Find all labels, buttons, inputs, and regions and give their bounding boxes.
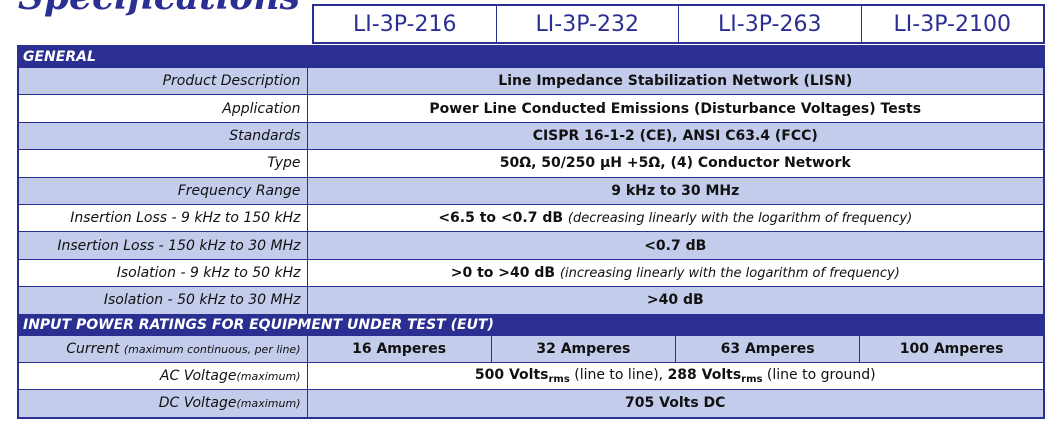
current-value: 16 Amperes xyxy=(306,334,492,363)
spec-value-main: >0 to >40 dB xyxy=(450,264,556,281)
current-value: 32 Amperes xyxy=(490,334,677,363)
rms-subscript: rms xyxy=(548,374,570,386)
spec-row: Current (maximum continuous, per line) 1… xyxy=(17,334,1045,363)
spec-value-note: (increasing linearly with the logarithm … xyxy=(559,265,900,281)
spec-row: AC Voltage(maximum) 500 Voltsrms (line t… xyxy=(17,361,1045,391)
spec-value: <6.5 to <0.7 dB (decreasing linearly wit… xyxy=(306,203,1045,233)
spec-value: 705 Volts DC xyxy=(306,389,1045,419)
spec-label: Application xyxy=(17,94,308,123)
spec-label-main: AC Voltage xyxy=(159,368,237,385)
page-title: Specifications xyxy=(18,0,300,18)
spec-row: Application Power Line Conducted Emissio… xyxy=(17,94,1045,123)
spec-label: Insertion Loss - 9 kHz to 150 kHz xyxy=(17,203,308,233)
spec-value: >40 dB xyxy=(306,286,1045,315)
spec-label-note: (maximum) xyxy=(236,370,301,384)
spec-row: Type 50Ω, 50/250 µH +5Ω, (4) Conductor N… xyxy=(17,149,1045,178)
spec-label: Type xyxy=(17,149,308,178)
current-value: 100 Amperes xyxy=(859,334,1045,363)
spec-label-note: (maximum continuous, per line) xyxy=(123,342,301,356)
ac-voltage-ground-note: (line to ground) xyxy=(762,367,876,384)
spec-value: 9 kHz to 30 MHz xyxy=(306,176,1045,205)
spec-label-main: Current xyxy=(66,340,120,357)
spec-label: AC Voltage(maximum) xyxy=(17,361,308,391)
model-column-header: LI-3P-2100 xyxy=(860,6,1044,42)
spec-label: Frequency Range xyxy=(17,176,308,205)
model-column-header: LI-3P-216 xyxy=(353,11,457,37)
spec-value: Line Impedance Stabilization Network (LI… xyxy=(306,66,1045,96)
spec-label-main: DC Voltage xyxy=(158,395,237,412)
spec-row: Insertion Loss - 150 kHz to 30 MHz <0.7 … xyxy=(17,231,1045,260)
model-column-header: LI-3P-232 xyxy=(495,6,679,42)
spec-value-main: <6.5 to <0.7 dB xyxy=(438,210,564,227)
ac-voltage-ground-value: 288 Volts xyxy=(667,367,742,384)
rms-subscript: rms xyxy=(741,374,763,386)
model-column-header: LI-3P-263 xyxy=(678,6,861,42)
spec-label: Standards xyxy=(17,121,308,151)
current-value: 63 Amperes xyxy=(674,334,861,363)
spec-value: CISPR 16-1-2 (CE), ANSI C63.4 (FCC) xyxy=(306,121,1045,151)
specifications-table: GENERAL Product Description Line Impedan… xyxy=(17,45,1045,419)
spec-label: Current (maximum continuous, per line) xyxy=(17,334,308,363)
ac-voltage-line-note: (line to line), xyxy=(569,367,668,384)
spec-value: Power Line Conducted Emissions (Disturba… xyxy=(306,94,1045,123)
spec-value: >0 to >40 dB (increasing linearly with t… xyxy=(306,258,1045,288)
spec-row: Isolation - 50 kHz to 30 MHz >40 dB xyxy=(17,286,1045,315)
spec-label: Isolation - 9 kHz to 50 kHz xyxy=(17,258,308,288)
ac-voltage-line-value: 500 Volts xyxy=(474,367,549,384)
spec-value-note: (decreasing linearly with the logarithm … xyxy=(567,211,913,227)
section-title: GENERAL xyxy=(17,45,1045,68)
section-header-general: GENERAL xyxy=(17,45,1045,68)
spec-label: DC Voltage(maximum) xyxy=(17,389,308,419)
spec-row: Insertion Loss - 9 kHz to 150 kHz <6.5 t… xyxy=(17,203,1045,233)
section-title: INPUT POWER RATINGS FOR EQUIPMENT UNDER … xyxy=(17,313,1045,336)
model-header-row: LI-3P-216 LI-3P-232 LI-3P-263 LI-3P-2100 xyxy=(312,4,1045,44)
spec-row: Standards CISPR 16-1-2 (CE), ANSI C63.4 … xyxy=(17,121,1045,151)
spec-label: Insertion Loss - 150 kHz to 30 MHz xyxy=(17,231,308,260)
spec-value: 50Ω, 50/250 µH +5Ω, (4) Conductor Networ… xyxy=(306,149,1045,178)
spec-value: <0.7 dB xyxy=(306,231,1045,260)
spec-row: DC Voltage(maximum) 705 Volts DC xyxy=(17,389,1045,419)
spec-row: Frequency Range 9 kHz to 30 MHz xyxy=(17,176,1045,205)
spec-label: Product Description xyxy=(17,66,308,96)
section-header-input-power: INPUT POWER RATINGS FOR EQUIPMENT UNDER … xyxy=(17,313,1045,336)
spec-label: Isolation - 50 kHz to 30 MHz xyxy=(17,286,308,315)
spec-label-note: (maximum) xyxy=(236,397,301,411)
spec-row: Isolation - 9 kHz to 50 kHz >0 to >40 dB… xyxy=(17,258,1045,288)
spec-value: 500 Voltsrms (line to line), 288 Voltsrm… xyxy=(306,361,1045,391)
spec-row: Product Description Line Impedance Stabi… xyxy=(17,66,1045,96)
